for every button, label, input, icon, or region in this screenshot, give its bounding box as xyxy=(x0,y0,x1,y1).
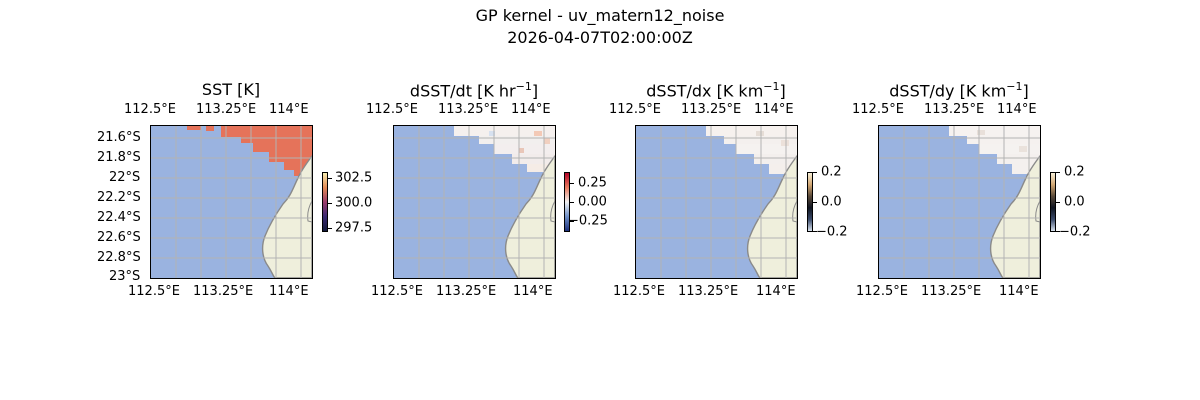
panel-title: SST [K] xyxy=(201,80,261,99)
top-tick-lon-1: 112.5°E xyxy=(124,102,176,117)
lat-tick-6: 22.6°S xyxy=(97,230,141,245)
top-tick-lon-1: 112.5°E xyxy=(366,102,418,117)
dsst-dy-map xyxy=(878,125,1041,279)
lat-tick-8: 23°S xyxy=(109,269,141,284)
colorbar-label: −0.2 xyxy=(816,224,848,240)
lat-tick-4: 22.2°S xyxy=(97,190,141,205)
colorbar-label: −0.2 xyxy=(1059,224,1091,240)
lat-tick-2: 21.8°S xyxy=(97,150,141,165)
dsst-dx-map xyxy=(635,125,798,279)
lat-tick-7: 22.8°S xyxy=(97,250,141,265)
colorbar-label: 0.2 xyxy=(821,164,842,180)
panel-title: dSST/dt [K hr−1] xyxy=(409,80,539,101)
figure-title-line2: 2026-04-07T02:00:00Z xyxy=(507,28,693,47)
top-tick-lon-1: 112.5°E xyxy=(609,102,661,117)
panel-title: dSST/dx [K km−1] xyxy=(646,80,786,101)
top-tick-lon-2: 113.25°E xyxy=(681,102,742,117)
colorbar-tick xyxy=(813,172,817,173)
bottom-tick-lon-1: 112.5°E xyxy=(128,284,180,299)
bottom-tick-lon-1: 112.5°E xyxy=(613,284,665,299)
top-tick-lon-3: 114°E xyxy=(754,102,794,117)
colorbar-label: 0.00 xyxy=(578,194,607,210)
bottom-tick-lon-2: 113.25°E xyxy=(436,284,497,299)
colorbar-sst xyxy=(322,172,328,232)
colorbar-label: 0.0 xyxy=(821,194,842,210)
top-tick-lon-3: 114°E xyxy=(269,102,309,117)
colorbar-tick xyxy=(328,178,332,179)
top-tick-lon-2: 113.25°E xyxy=(438,102,499,117)
top-tick-lon-3: 114°E xyxy=(511,102,551,117)
bottom-tick-lon-2: 113.25°E xyxy=(193,284,254,299)
colorbar-label: 297.5 xyxy=(335,220,373,236)
colorbar-tick xyxy=(813,202,817,203)
colorbar-tick xyxy=(813,231,817,232)
colorbar-tick xyxy=(1056,172,1060,173)
colorbar-label: 302.5 xyxy=(335,170,373,186)
colorbar-tick xyxy=(1056,202,1060,203)
bottom-tick-lon-3: 114°E xyxy=(756,284,796,299)
colorbar-tick xyxy=(570,183,574,184)
colorbar-tick xyxy=(1056,231,1060,232)
colorbar-label: 0.2 xyxy=(1064,164,1085,180)
top-tick-lon-2: 113.25°E xyxy=(924,102,985,117)
colorbar-tick xyxy=(328,228,332,229)
colorbar-label: 300.0 xyxy=(335,195,373,211)
bottom-tick-lon-3: 114°E xyxy=(269,284,309,299)
sst-map xyxy=(150,125,313,279)
bottom-tick-lon-1: 112.5°E xyxy=(856,284,908,299)
colorbar-dsst-dy xyxy=(1050,172,1056,232)
bottom-tick-lon-2: 113.25°E xyxy=(678,284,739,299)
top-tick-lon-2: 113.25°E xyxy=(196,102,257,117)
lat-tick-1: 21.6°S xyxy=(97,130,141,145)
colorbar-tick xyxy=(328,203,332,204)
colorbar-dsst-dt xyxy=(564,172,570,232)
lat-tick-5: 22.4°S xyxy=(97,210,141,225)
bottom-tick-lon-3: 114°E xyxy=(513,284,553,299)
dsst-dt-map xyxy=(393,125,556,279)
colorbar-dsst-dx xyxy=(807,172,813,232)
figure-title-line1: GP kernel - uv_matern12_noise xyxy=(475,6,725,25)
colorbar-label: 0.25 xyxy=(578,175,607,191)
top-tick-lon-1: 112.5°E xyxy=(852,102,904,117)
panel-title: dSST/dy [K km−1] xyxy=(889,80,1029,101)
colorbar-tick xyxy=(570,202,574,203)
lat-tick-3: 22°S xyxy=(109,170,141,185)
bottom-tick-lon-1: 112.5°E xyxy=(371,284,423,299)
colorbar-tick xyxy=(570,221,574,222)
top-tick-lon-3: 114°E xyxy=(997,102,1037,117)
bottom-tick-lon-3: 114°E xyxy=(999,284,1039,299)
colorbar-label: 0.0 xyxy=(1064,194,1085,210)
bottom-tick-lon-2: 113.25°E xyxy=(921,284,982,299)
colorbar-label: −0.25 xyxy=(568,213,608,229)
